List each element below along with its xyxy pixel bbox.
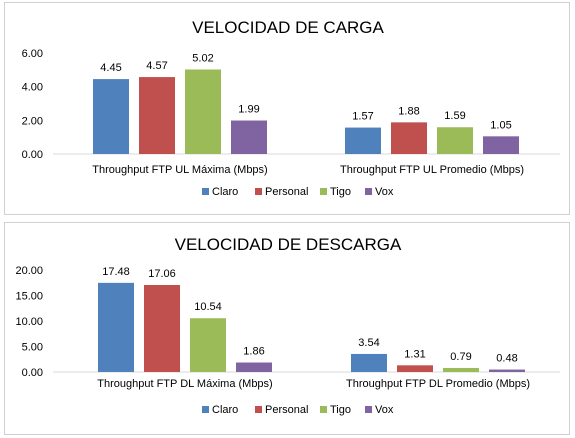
legend-label: Personal — [265, 186, 308, 198]
bar-vox — [489, 369, 525, 372]
bar-personal — [144, 284, 180, 372]
category-label: Throughput FTP UL Promedio (Mbps) — [340, 164, 524, 176]
data-label: 1.05 — [490, 119, 511, 131]
legend-swatch-personal — [255, 406, 262, 413]
upload-speed-chart-panel: VELOCIDAD DE CARGA 0.00 2.00 4.00 6.00 4.45 4.… — [4, 2, 570, 215]
bar-personal — [139, 77, 175, 154]
data-label: 10.54 — [194, 301, 222, 313]
legend-swatch-tigo — [320, 406, 327, 413]
download-speed-chart: VELOCIDAD DE DESCARGA 0.00 5.00 10.00 15.00 2… — [15, 235, 560, 416]
y-tick-label: 20.00 — [15, 265, 43, 277]
data-label: 17.48 — [102, 266, 130, 278]
bar-claro — [351, 353, 387, 372]
category-label: Throughput FTP DL Máxima (Mbps) — [97, 378, 272, 390]
bar-tigo — [443, 367, 479, 372]
legend-label: Vox — [375, 186, 394, 198]
data-label: 4.57 — [146, 60, 167, 72]
data-label: 3.54 — [358, 337, 379, 349]
data-label: 5.02 — [192, 52, 213, 64]
legend-swatch-tigo — [320, 188, 327, 195]
y-tick-label: 5.00 — [22, 342, 43, 354]
data-label: 0.79 — [450, 351, 471, 363]
data-label: 1.59 — [444, 110, 465, 122]
legend-label: Vox — [375, 404, 394, 416]
category-label: Throughput FTP UL Máxima (Mbps) — [92, 164, 267, 176]
chart-title: VELOCIDAD DE CARGA — [192, 18, 384, 37]
data-label: 0.48 — [496, 353, 517, 365]
bar-tigo — [185, 69, 221, 154]
data-label: 1.57 — [352, 111, 373, 123]
bar-personal — [397, 365, 433, 372]
data-label: 4.45 — [100, 62, 121, 74]
legend-label: Tigo — [330, 186, 351, 198]
legend-swatch-personal — [255, 188, 262, 195]
legend-label: Claro — [212, 404, 238, 416]
y-tick-label: 4.00 — [22, 82, 43, 94]
category-label: Throughput FTP DL Promedio (Mbps) — [346, 378, 530, 390]
y-tick-label: 0.00 — [22, 367, 43, 379]
download-speed-chart-panel: VELOCIDAD DE DESCARGA 0.00 5.00 10.00 15.00 2… — [4, 222, 570, 435]
legend-swatch-vox — [365, 188, 372, 195]
y-tick-label: 2.00 — [22, 115, 43, 127]
bar-personal — [391, 122, 427, 154]
bar-vox — [231, 120, 267, 154]
data-label: 17.06 — [148, 268, 176, 280]
data-label: 1.88 — [398, 105, 419, 117]
legend-swatch-claro — [202, 406, 209, 413]
y-tick-label: 10.00 — [15, 316, 43, 328]
y-tick-label: 6.00 — [22, 48, 43, 60]
upload-speed-chart: VELOCIDAD DE CARGA 0.00 2.00 4.00 6.00 4.45 4.… — [22, 18, 560, 198]
data-label: 1.31 — [404, 348, 425, 360]
bar-vox — [483, 136, 519, 154]
bar-claro — [93, 79, 129, 154]
legend-label: Tigo — [330, 404, 351, 416]
y-tick-label: 15.00 — [15, 291, 43, 303]
legend-label: Claro — [212, 186, 238, 198]
legend-swatch-vox — [365, 406, 372, 413]
bar-tigo — [437, 127, 473, 154]
bar-claro — [345, 127, 381, 154]
bar-vox — [236, 362, 272, 372]
chart-title: VELOCIDAD DE DESCARGA — [175, 235, 402, 254]
bar-claro — [98, 282, 134, 372]
legend-swatch-claro — [202, 188, 209, 195]
data-label: 1.86 — [243, 346, 264, 358]
legend-label: Personal — [265, 404, 308, 416]
bar-tigo — [190, 318, 226, 372]
y-tick-label: 0.00 — [22, 149, 43, 161]
data-label: 1.99 — [238, 104, 259, 116]
